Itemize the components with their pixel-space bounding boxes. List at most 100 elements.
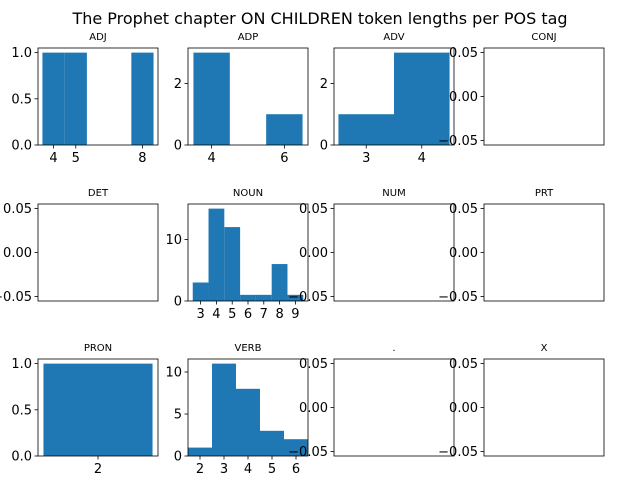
panel-title: X — [541, 343, 548, 354]
panel-frame — [187, 47, 309, 146]
y-tick-label: 10 — [165, 233, 182, 248]
y-tick-label: 0.00 — [449, 401, 478, 416]
x-tick-label: 5 — [228, 307, 236, 322]
x-tick-label: 4 — [212, 307, 220, 322]
y-tick-label: 5 — [174, 408, 182, 423]
y-tick-label: 0.05 — [449, 357, 478, 372]
y-tick-label: 0.00 — [3, 246, 32, 261]
panel-frame — [37, 47, 159, 146]
x-tick-label: 3 — [362, 151, 370, 166]
panel-adv: 3 4 0 2 ADV — [320, 32, 455, 166]
panel-title: DET — [88, 188, 109, 199]
y-tick-label: 1.0 — [11, 357, 32, 372]
y-tick-label: 0.0 — [11, 450, 32, 465]
y-tick-label: 1.0 — [11, 46, 32, 61]
x-tick-label: 4 — [418, 151, 426, 166]
panel-frame — [333, 358, 455, 457]
x-tick-label: 4 — [49, 151, 57, 166]
panel-num: −0.05 0.00 0.05 NUM — [288, 188, 455, 305]
x-tick-label: 3 — [196, 307, 204, 322]
panel-frame — [483, 47, 605, 146]
y-tick-label: 0.00 — [449, 246, 478, 261]
bar-pron-0 — [43, 363, 153, 456]
panel-pron: 2 0.0 0.5 1.0 PRON — [11, 343, 159, 477]
x-tick-label: 7 — [260, 307, 268, 322]
x-tick-label: 6 — [244, 307, 252, 322]
bar-noun-0 — [192, 282, 209, 301]
y-tick-label: −0.05 — [438, 445, 478, 460]
y-tick-label: 0.5 — [11, 92, 32, 107]
x-tick-label: 5 — [268, 462, 276, 477]
y-tick-label: 0.0 — [11, 139, 32, 154]
panel-title: NUM — [382, 188, 405, 199]
x-tick-label: 4 — [244, 462, 252, 477]
bar-verb-1 — [212, 363, 236, 456]
bar-noun-4 — [255, 294, 272, 301]
bar-adp-0 — [193, 52, 230, 146]
panel-title: PRON — [84, 343, 112, 354]
x-tick-label: 2 — [196, 462, 204, 477]
y-tick-label: −0.05 — [288, 290, 328, 305]
y-tick-label: 0.05 — [299, 357, 328, 372]
panel-frame — [483, 203, 605, 302]
panel-conj: −0.05 0.00 0.05 CONJ — [438, 32, 605, 149]
bar-adj-1 — [64, 52, 87, 146]
x-tick-label: 6 — [292, 462, 300, 477]
x-tick-label: 6 — [280, 151, 288, 166]
x-tick-label: 8 — [275, 307, 283, 322]
y-tick-label: −0.05 — [288, 445, 328, 460]
y-tick-label: −0.05 — [438, 134, 478, 149]
x-tick-label: 5 — [72, 151, 80, 166]
bar-adp-1 — [266, 114, 303, 145]
figure-title: The Prophet chapter ON CHILDREN token le… — [71, 9, 567, 28]
y-tick-label: 0 — [174, 139, 182, 154]
panel-punct: −0.05 0.00 0.05. — [288, 343, 455, 460]
bar-adj-0 — [42, 52, 65, 146]
panel-prt: −0.05 0.00 0.05 PRT — [438, 188, 605, 305]
y-tick-label: 0.05 — [3, 202, 32, 217]
panel-det: −0.05 0.00 0.05 DET — [0, 188, 159, 305]
panel-title: NOUN — [233, 188, 263, 199]
bar-adv-0 — [338, 114, 394, 145]
y-tick-label: 0 — [320, 139, 328, 154]
panel-adj: 4 5 8 0.0 0.5 1.0 ADJ — [11, 32, 159, 166]
y-tick-label: −0.05 — [438, 290, 478, 305]
y-tick-label: 0.05 — [449, 202, 478, 217]
bar-noun-3 — [240, 294, 256, 301]
bar-noun-1 — [208, 208, 225, 301]
bar-adj-2 — [131, 52, 154, 146]
bar-verb-0 — [188, 447, 212, 456]
panel-title: ADV — [383, 32, 404, 43]
panel-title: PRT — [535, 188, 554, 199]
bar-noun-2 — [224, 227, 241, 301]
panel-frame — [333, 203, 455, 302]
y-tick-label: 2 — [174, 77, 182, 92]
y-tick-label: 0.00 — [449, 90, 478, 105]
panel-adp: 4 6 0 2 ADP — [174, 32, 309, 166]
y-tick-label: 0.00 — [299, 401, 328, 416]
x-tick-label: 4 — [207, 151, 215, 166]
y-tick-label: 0.5 — [11, 403, 32, 418]
y-tick-label: 0 — [174, 295, 182, 310]
x-tick-label: 3 — [220, 462, 228, 477]
panel-title: ADJ — [89, 32, 107, 43]
y-tick-label: 0.05 — [299, 202, 328, 217]
panel-x: −0.05 0.00 0.05 X — [438, 343, 605, 460]
panel-title: . — [392, 343, 395, 354]
y-tick-label: −0.05 — [0, 290, 32, 305]
y-tick-label: 10 — [165, 366, 182, 381]
x-tick-label: 8 — [138, 151, 146, 166]
bar-adv-1 — [394, 52, 450, 146]
bar-noun-5 — [271, 264, 288, 301]
panel-title: VERB — [235, 343, 262, 354]
y-tick-label: 0 — [174, 450, 182, 465]
panel-frame — [37, 203, 159, 302]
x-tick-label: 2 — [94, 462, 102, 477]
y-tick-label: 0.00 — [299, 246, 328, 261]
y-tick-label: 0.05 — [449, 46, 478, 61]
panel-noun: 3 4 5 6 7 8 9 0 10 NOUN — [165, 188, 309, 322]
panel-title: ADP — [238, 32, 259, 43]
bar-verb-3 — [260, 430, 284, 456]
